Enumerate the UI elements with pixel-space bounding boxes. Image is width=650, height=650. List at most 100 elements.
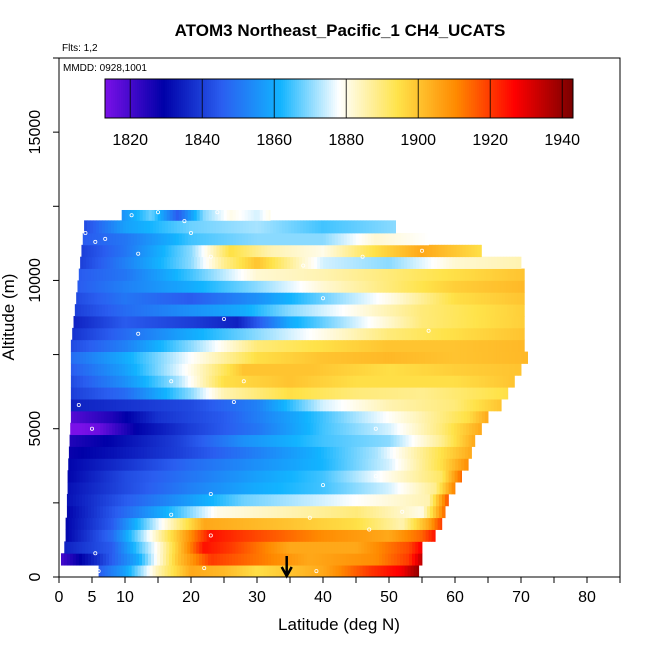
heatmap-cell (182, 458, 186, 471)
heatmap-cell (181, 363, 186, 376)
heatmap-cell (172, 351, 177, 364)
heatmap-cell (211, 375, 216, 388)
heatmap-cell (457, 339, 462, 352)
heatmap-cell (373, 232, 378, 246)
heatmap-cell (455, 458, 459, 471)
heatmap-cell (388, 292, 392, 305)
heatmap-cell (75, 553, 80, 566)
heatmap-cell (232, 375, 237, 388)
heatmap-cell (178, 209, 183, 221)
heatmap-cell (157, 316, 161, 329)
heatmap-cell (272, 304, 277, 317)
heatmap-cell (112, 387, 117, 400)
heatmap-cell (279, 244, 283, 258)
heatmap-cell (387, 268, 392, 281)
heatmap-cell (426, 493, 431, 507)
heatmap-cell (83, 458, 87, 471)
heatmap-cell (148, 387, 153, 400)
colorbar-cell (423, 79, 426, 118)
heatmap-cell (173, 529, 177, 542)
heatmap-cell (523, 339, 525, 352)
heatmap-cell (79, 292, 83, 305)
heatmap-cell (107, 517, 111, 530)
heatmap-cell (175, 470, 179, 483)
sample-point (373, 426, 378, 431)
colorbar-cell (497, 79, 500, 118)
heatmap-cell (370, 363, 375, 376)
heatmap-cell (436, 363, 441, 376)
heatmap-cell (335, 565, 339, 578)
heatmap-cell (328, 316, 332, 329)
heatmap-cell (199, 399, 204, 412)
heatmap-cell (236, 256, 240, 269)
heatmap-cell (103, 351, 108, 364)
heatmap-cell (136, 339, 141, 352)
heatmap-cell (346, 470, 350, 483)
heatmap-cell (88, 351, 93, 364)
heatmap-cell (237, 493, 242, 507)
heatmap-cell (502, 351, 507, 364)
heatmap-cell (362, 256, 366, 269)
heatmap-cell (340, 387, 345, 400)
heatmap-cell (119, 280, 123, 293)
heatmap-cell (252, 434, 256, 447)
heatmap-cell (239, 280, 243, 293)
heatmap-cell (445, 422, 449, 436)
heatmap-cell (197, 517, 201, 530)
heatmap-cell (242, 446, 247, 459)
heatmap-cell (91, 363, 96, 376)
heatmap-cell (313, 470, 317, 483)
heatmap-cell (172, 232, 177, 246)
heatmap-cell (234, 220, 238, 234)
heatmap-cell (454, 339, 459, 352)
heatmap-cell (238, 422, 242, 436)
heatmap-cell (467, 256, 471, 269)
heatmap-cell (350, 517, 354, 530)
heatmap-cell (281, 458, 285, 471)
heatmap-cell (140, 517, 144, 530)
heatmap-cell (417, 327, 421, 341)
heatmap-cell (351, 244, 355, 258)
heatmap-cell (113, 565, 117, 578)
heatmap-cell (145, 316, 149, 329)
heatmap-cell (262, 351, 267, 364)
heatmap-cell (296, 529, 300, 542)
heatmap-cell (147, 553, 152, 566)
heatmap-cell (109, 339, 114, 352)
heatmap-cell (269, 256, 273, 269)
heatmap-cell (214, 410, 219, 424)
heatmap-cell (206, 280, 210, 293)
heatmap-cell (477, 244, 481, 258)
heatmap-cell (352, 339, 357, 352)
heatmap-cell (360, 553, 365, 566)
heatmap-cell (457, 351, 462, 364)
colorbar-cell (393, 79, 396, 118)
heatmap-cell (209, 458, 213, 471)
heatmap-cell (268, 482, 272, 495)
heatmap-cell (376, 410, 381, 424)
heatmap-cell (401, 280, 405, 293)
heatmap-cell (251, 458, 255, 471)
heatmap-cell (448, 399, 453, 412)
heatmap-cell (506, 304, 511, 317)
heatmap-cell (231, 434, 235, 447)
heatmap-cell (265, 541, 269, 554)
heatmap-cell (423, 244, 427, 258)
heatmap-cell (375, 553, 380, 566)
heatmap-cell (280, 387, 285, 400)
heatmap-cell (406, 422, 410, 436)
heatmap-cell (376, 399, 381, 412)
heatmap-cell (72, 553, 77, 566)
heatmap-cell (324, 220, 328, 234)
heatmap-cell (236, 304, 241, 317)
heatmap-cell (463, 410, 468, 424)
heatmap-cell (112, 232, 117, 246)
heatmap-cell (261, 434, 265, 447)
heatmap-cell (391, 339, 396, 352)
heatmap-cell (344, 529, 348, 542)
heatmap-cell (268, 399, 273, 412)
heatmap-cell (448, 470, 452, 483)
heatmap-cell (370, 470, 374, 483)
colorbar-cell (473, 79, 476, 118)
heatmap-cell (165, 505, 170, 519)
